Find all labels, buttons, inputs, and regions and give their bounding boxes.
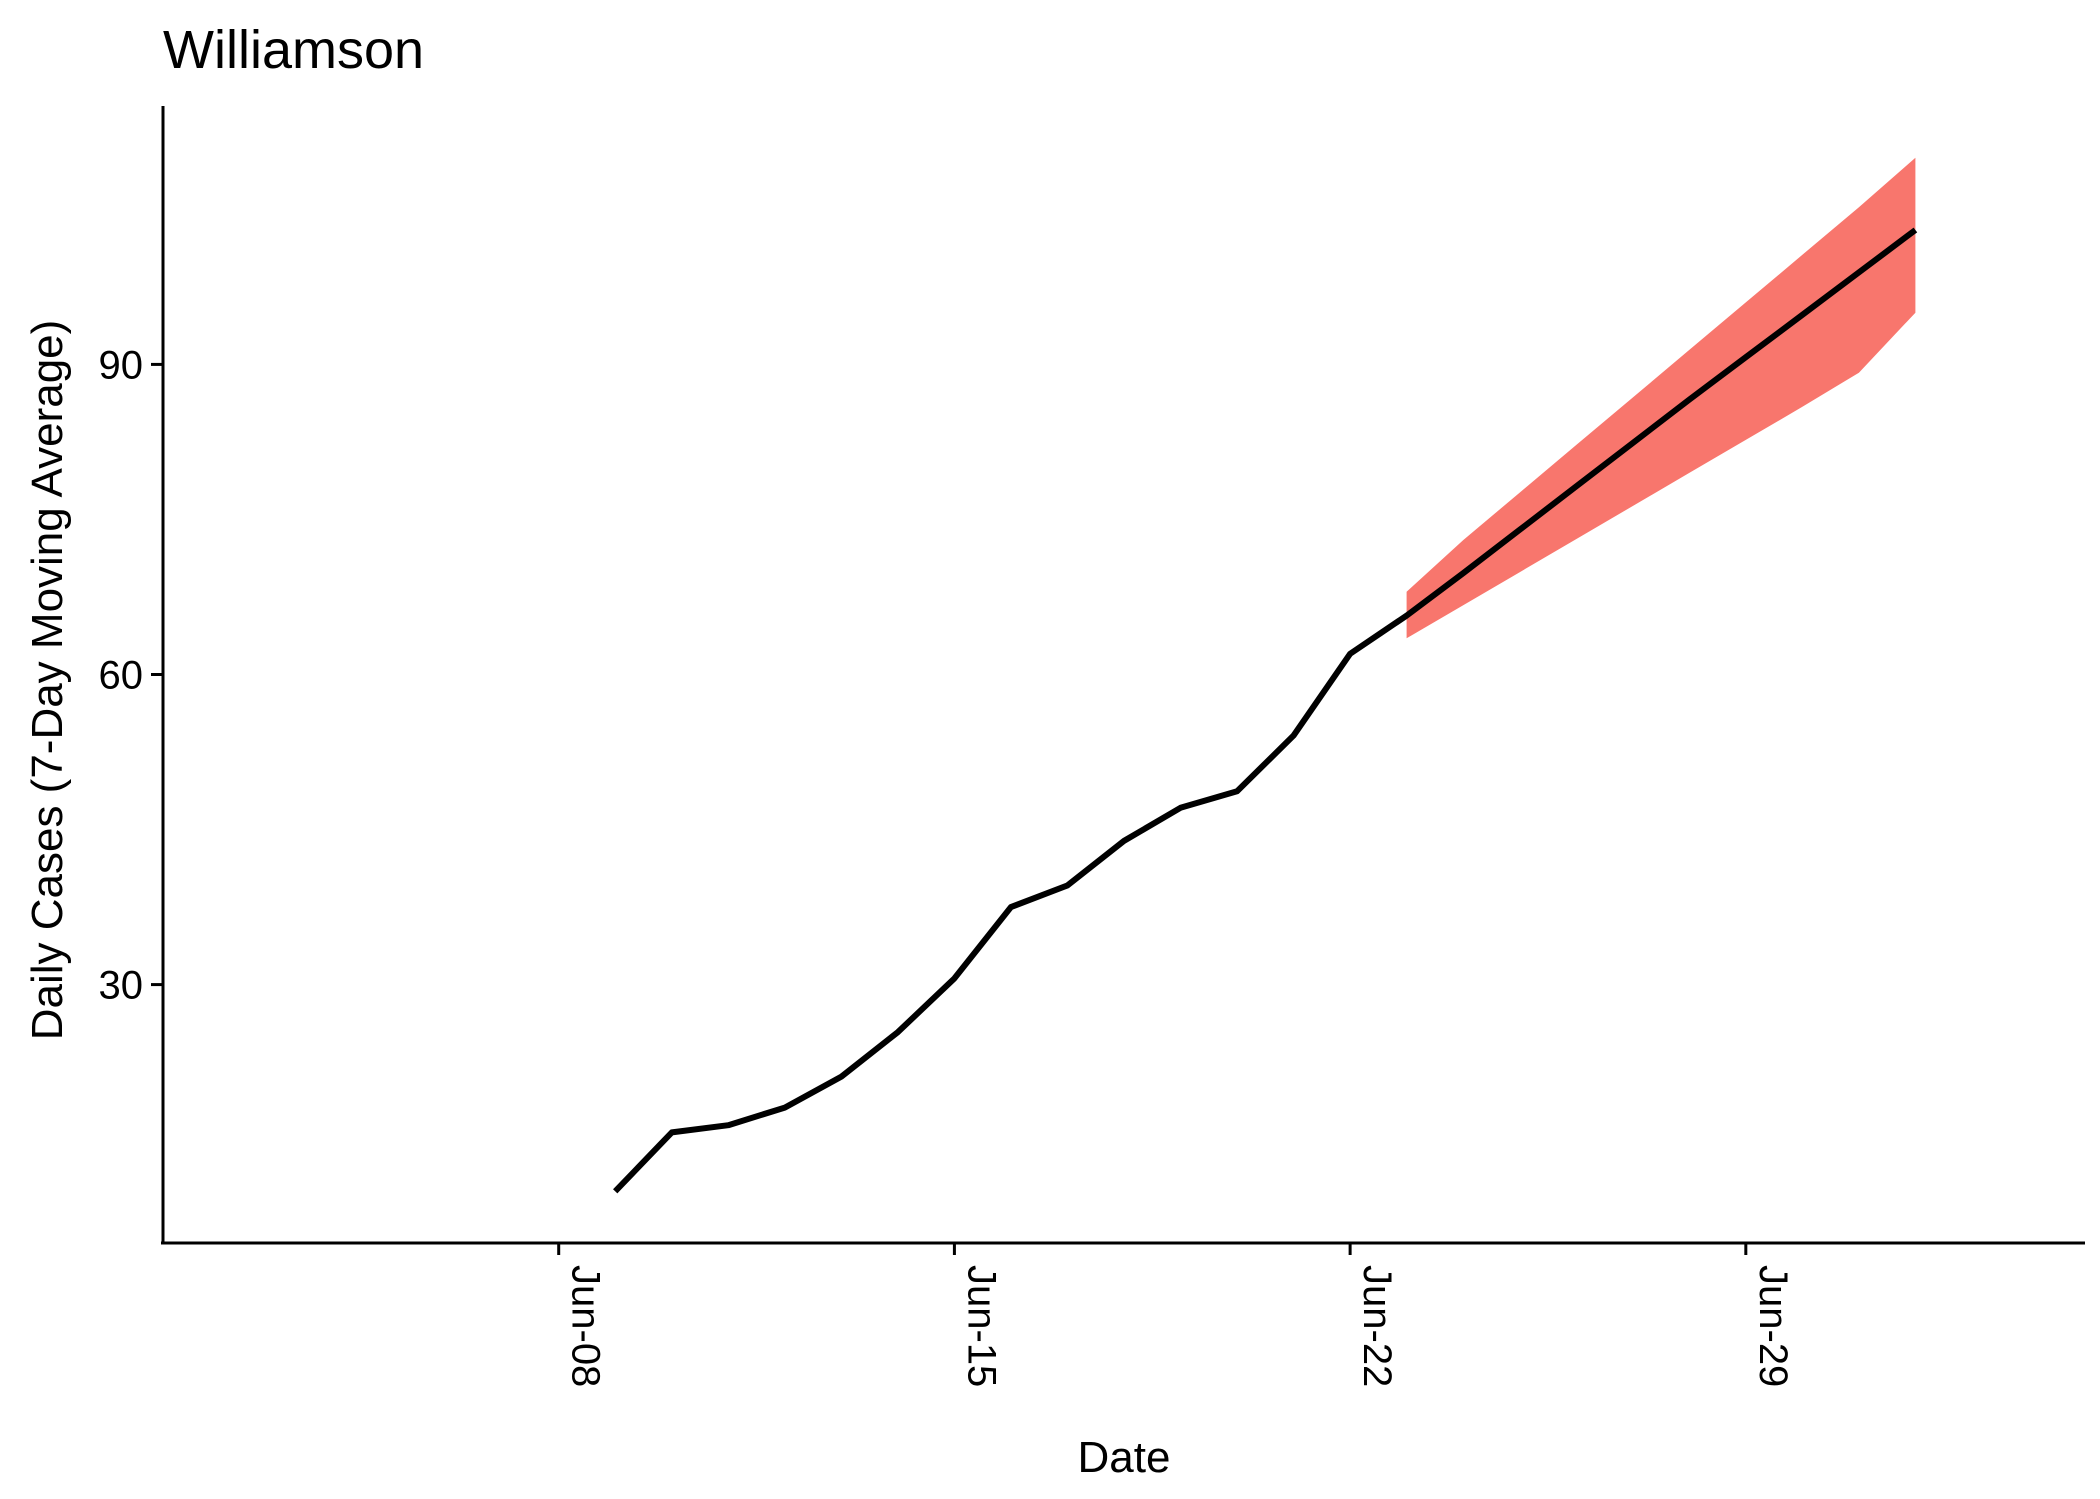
plot-area	[613, 157, 1918, 1194]
y-tick-label: 90	[99, 343, 144, 387]
x-tick-label: Jun-08	[564, 1265, 608, 1387]
y-tick-label: 30	[99, 964, 144, 1008]
y-tick-label: 60	[99, 654, 144, 698]
y-axis-ticks: 30 60 90	[99, 343, 163, 1008]
forecast-band	[1406, 157, 1916, 639]
x-axis-title: Date	[1078, 1433, 1171, 1482]
series-line	[613, 227, 1918, 1194]
forecast-band-layer	[1406, 157, 1916, 639]
series-line-layer	[613, 227, 1918, 1194]
x-tick-label: Jun-22	[1355, 1265, 1399, 1387]
x-axis-ticks: Jun-08 Jun-15 Jun-22 Jun-29	[557, 1243, 1795, 1387]
chart-title: Williamson	[163, 20, 424, 80]
x-tick-label: Jun-29	[1751, 1265, 1795, 1387]
y-axis-title: Daily Cases (7-Day Moving Average)	[23, 320, 72, 1041]
x-tick-label: Jun-15	[959, 1265, 1003, 1387]
